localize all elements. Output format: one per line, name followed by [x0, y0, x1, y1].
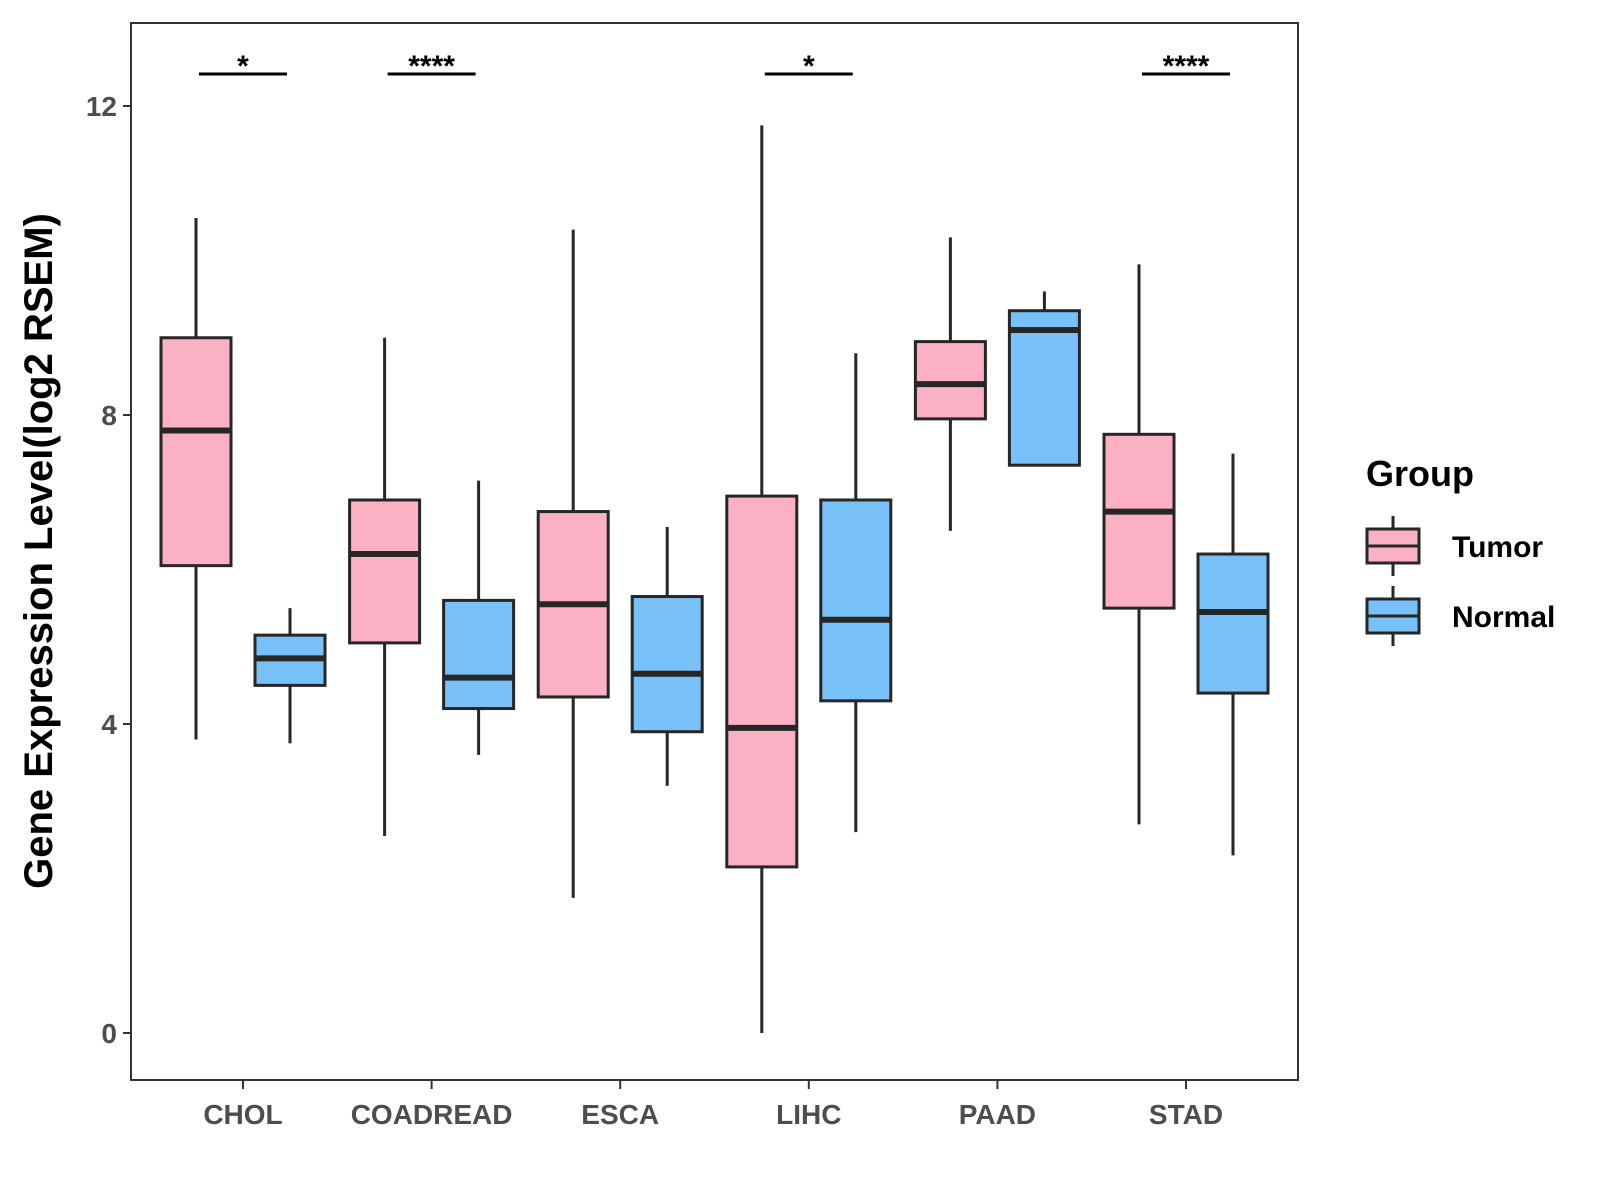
box-normal-esca [630, 527, 704, 786]
box-normal-chol [253, 608, 327, 744]
x-tick-label: COADREAD [351, 1099, 513, 1130]
legend-title: Group [1366, 453, 1474, 494]
box-normal-paad [1007, 291, 1081, 467]
box-tumor-stad [1102, 264, 1176, 825]
box-body [630, 595, 704, 734]
legend-key-normal [1365, 586, 1421, 646]
y-axis-title: Gene Expression Level(log2 RSEM) [17, 213, 61, 889]
significance-label: **** [408, 50, 455, 83]
significance-label: * [803, 50, 815, 83]
box-body [1102, 432, 1176, 610]
y-tick-label: 8 [101, 400, 117, 431]
x-tick-label: ESCA [581, 1099, 659, 1130]
box-body [1196, 552, 1270, 695]
significance-label: **** [1163, 50, 1210, 83]
x-tick-label: LIHC [776, 1099, 841, 1130]
x-tick-label: PAAD [959, 1099, 1036, 1130]
x-axis: CHOL COADREAD ESCA LIHC PAAD STAD [203, 1080, 1223, 1130]
x-tick-label: STAD [1149, 1099, 1223, 1130]
box-tumor-esca [536, 229, 610, 898]
x-tick-label: CHOL [203, 1099, 282, 1130]
box-body [1007, 309, 1081, 467]
box-tumor-chol [159, 218, 233, 740]
y-tick-label: 12 [86, 91, 117, 122]
y-tick-label: 4 [101, 709, 117, 740]
box-body [725, 494, 799, 869]
box-body [819, 498, 893, 703]
y-axis: 0 4 8 12 [86, 91, 131, 1049]
significance-annotations: * **** * **** [199, 50, 1230, 83]
box-body [159, 336, 233, 568]
box-body [442, 598, 516, 711]
chart-marks [159, 125, 1270, 1033]
box-tumor-paad [913, 237, 987, 531]
box-normal-stad [1196, 453, 1270, 856]
y-tick-label: 0 [101, 1018, 117, 1049]
box-body [913, 340, 987, 421]
box-tumor-coadread [348, 337, 422, 837]
legend-label-normal: Normal [1452, 601, 1555, 634]
box-normal-lihc [819, 353, 893, 833]
significance-label: * [237, 50, 249, 83]
box-tumor-lihc [725, 125, 799, 1033]
legend-label-tumor: Tumor [1452, 531, 1543, 564]
box-body [348, 498, 422, 645]
legend-key-tumor [1365, 516, 1421, 576]
legend: Group Tumor Normal [1365, 453, 1555, 646]
box-normal-coadread [442, 480, 516, 755]
